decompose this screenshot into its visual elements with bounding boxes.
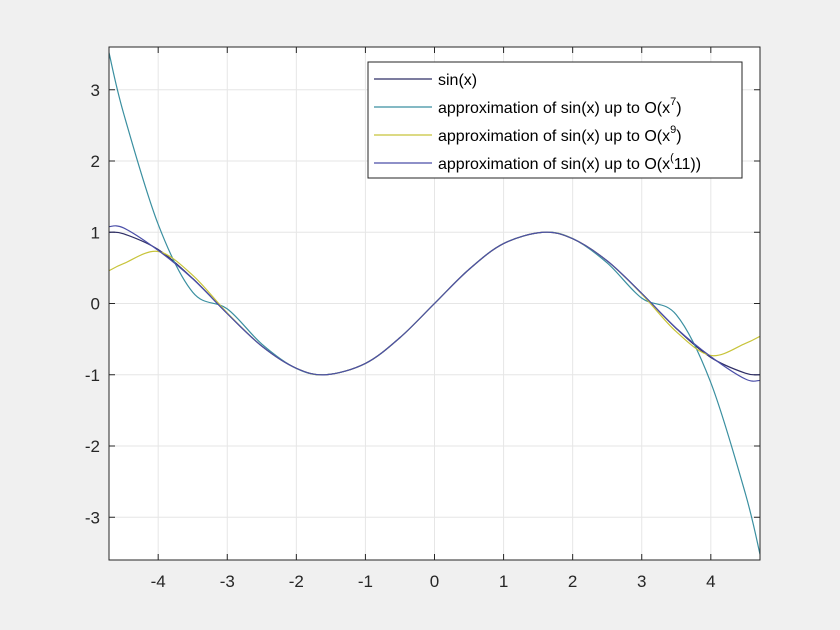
- legend-box: [367, 61, 743, 179]
- x-tick-label: -1: [358, 572, 373, 591]
- legend-entry-main: approximation of sin(x) up to O(x: [438, 100, 670, 117]
- series-line-4: [109, 225, 760, 382]
- y-tick-label: -1: [85, 366, 100, 385]
- x-tick-label: 3: [637, 572, 646, 591]
- legend-entry-label: approximation of sin(x) up to O(x7): [438, 96, 682, 117]
- x-tick-label: 4: [706, 572, 715, 591]
- legend-entry-superscript: 9: [670, 124, 676, 136]
- legend-entry-superscript: 7: [670, 96, 676, 108]
- y-tick-label: -3: [85, 508, 100, 527]
- axis-ticks: -4 -3 -2 -1 0 1 2 3 4 -3 -2 -1 0 1 2 3: [85, 47, 760, 591]
- legend-entry-label: approximation of sin(x) up to O(x9): [438, 124, 682, 145]
- legend-entry-label: approximation of sin(x) up to O(x(11)): [438, 152, 701, 173]
- x-tick-label: -4: [151, 572, 166, 591]
- legend-entry-label: sin(x): [438, 72, 477, 89]
- legend: sin(x)approximation of sin(x) up to O(x7…: [367, 61, 743, 179]
- legend-entry-main: sin(x): [438, 72, 477, 89]
- legend-entry-main: approximation of sin(x) up to O(x: [438, 156, 670, 173]
- x-tick-label: -2: [289, 572, 304, 591]
- legend-entry-superscript: (: [670, 152, 674, 164]
- y-tick-label: -2: [85, 437, 100, 456]
- legend-entry-tail: 11)): [674, 156, 701, 173]
- y-tick-label: 3: [91, 81, 100, 100]
- series-lines: [109, 52, 760, 555]
- x-tick-label: 2: [568, 572, 577, 591]
- legend-entry-tail: ): [676, 100, 681, 117]
- legend-entry-main: approximation of sin(x) up to O(x: [438, 128, 670, 145]
- y-tick-label: 2: [91, 152, 100, 171]
- x-tick-label: -3: [220, 572, 235, 591]
- legend-entry-tail: ): [676, 128, 681, 145]
- plot-frame: [108, 46, 761, 561]
- x-tick-label: 0: [430, 572, 439, 591]
- y-tick-label: 0: [91, 295, 100, 314]
- y-tick-label: 1: [91, 223, 100, 242]
- x-tick-label: 1: [499, 572, 508, 591]
